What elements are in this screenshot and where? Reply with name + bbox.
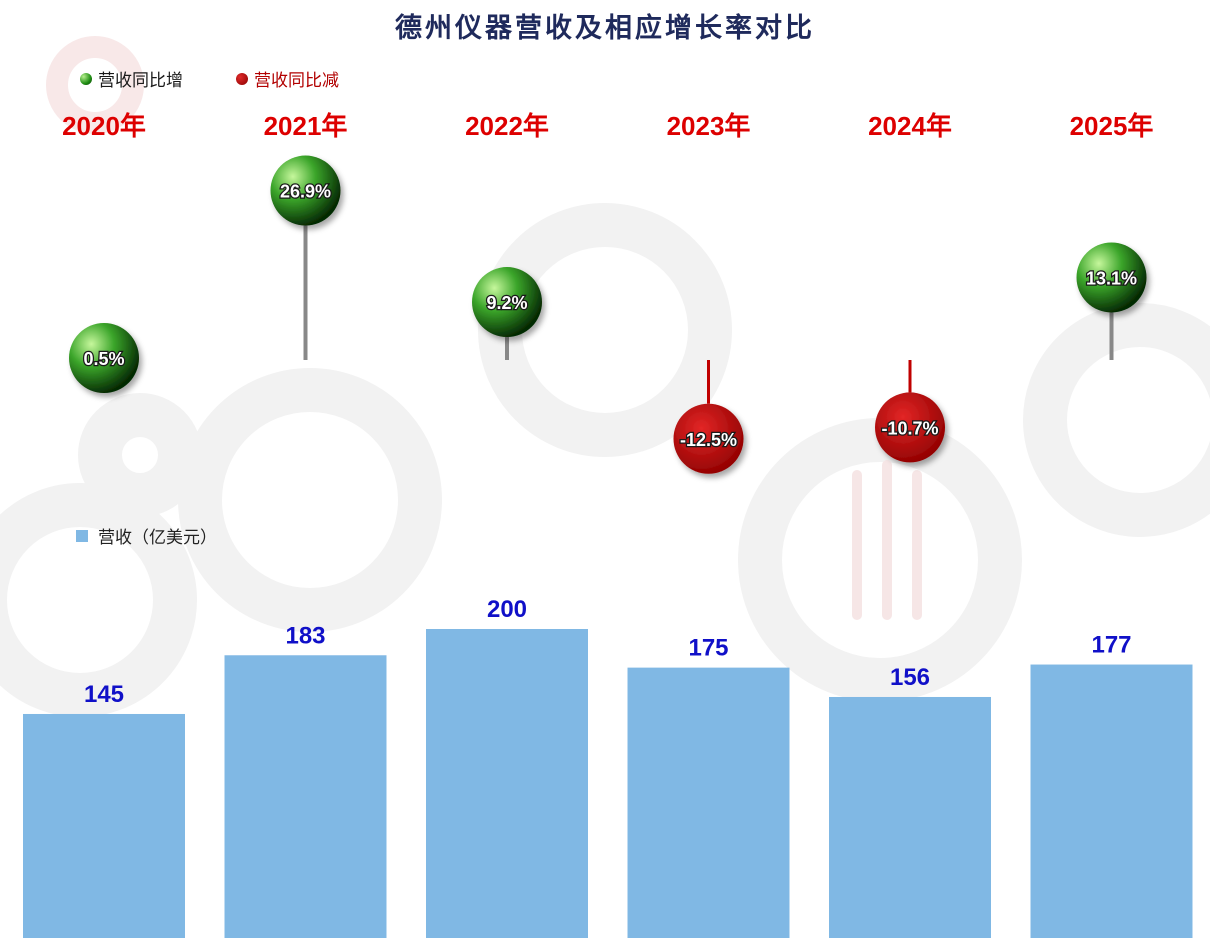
year-label: 2021年 (264, 111, 348, 141)
growth-data-label: 9.2% (486, 293, 527, 313)
growth-ball-negative (875, 392, 945, 463)
gear-icon (46, 36, 144, 134)
gear-icon (78, 393, 202, 517)
gear-icon (1023, 303, 1210, 537)
tool-icon (852, 470, 862, 620)
revenue-bar (224, 655, 387, 938)
growth-ball-positive (69, 323, 139, 393)
growth-ball-positive (472, 267, 542, 338)
gear-icon (0, 483, 197, 717)
growth-data-label: -10.7% (881, 418, 938, 438)
legend-decrease: 营收同比减 (236, 66, 339, 91)
legend-revenue: 营收（亿美元） (76, 523, 217, 548)
year-label: 2025年 (1070, 111, 1154, 141)
revenue-data-label: 145 (84, 681, 124, 708)
year-label: 2020年 (62, 111, 146, 141)
revenue-data-label: 200 (487, 596, 527, 623)
revenue-bar (829, 696, 991, 938)
growth-ball-positive (270, 155, 341, 226)
revenue-data-label: 177 (1091, 632, 1131, 659)
revenue-data-label: 156 (890, 664, 930, 691)
growth-data-label: 0.5% (83, 349, 124, 369)
year-label: 2022年 (465, 111, 549, 141)
tool-icon (882, 460, 892, 620)
growth-data-label: -12.5% (680, 430, 737, 450)
revenue-bar (627, 667, 790, 938)
chart-title: 德州仪器营收及相应增长率对比 (395, 13, 815, 44)
legend-revenue-icon (76, 529, 88, 542)
year-label: 2023年 (667, 111, 751, 141)
growth-ball-negative (673, 403, 744, 474)
legend-decrease-icon (236, 72, 248, 85)
growth-data-label: 13.1% (1086, 268, 1137, 288)
legend-revenue-label: 营收（亿美元） (98, 528, 217, 548)
revenue-bar (23, 713, 185, 938)
legend-decrease-label: 营收同比减 (254, 71, 339, 91)
legend-increase: 营收同比增 (80, 66, 183, 91)
tool-icon (912, 470, 922, 620)
growth-ball-positive (1076, 242, 1147, 313)
year-label: 2024年 (868, 111, 952, 141)
revenue-bar (1030, 664, 1193, 938)
revenue-bar (426, 629, 588, 938)
legend-increase-label: 营收同比增 (98, 71, 183, 91)
revenue-data-label: 175 (688, 635, 728, 662)
gear-icon (178, 368, 442, 632)
revenue-data-label: 183 (285, 622, 325, 649)
growth-data-label: 26.9% (280, 182, 331, 202)
legend-increase-icon (80, 72, 92, 85)
